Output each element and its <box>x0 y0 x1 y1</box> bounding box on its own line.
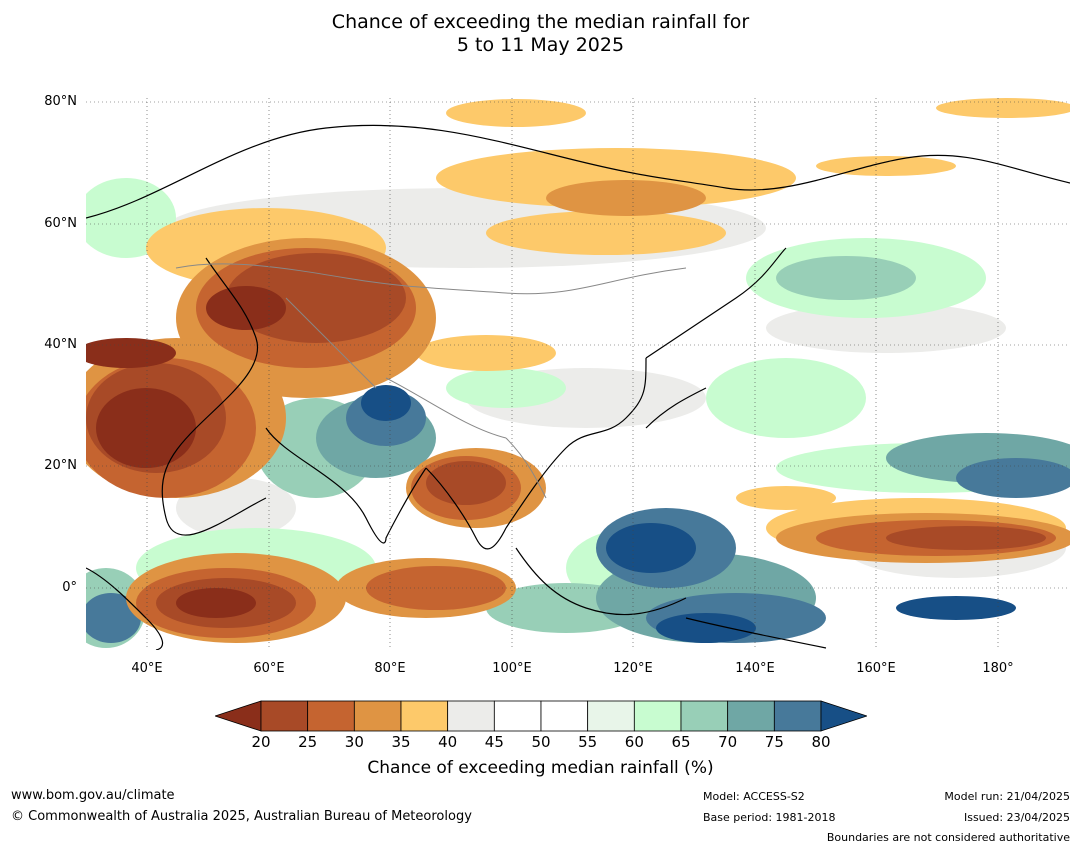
colorbar-label: Chance of exceeding median rainfall (%) <box>367 758 714 778</box>
colorbar-tick-label: 60 <box>624 733 644 751</box>
colorbar-tick-label: 75 <box>764 733 784 751</box>
model-run-text: Model run: 21/04/2025 <box>944 790 1070 803</box>
colorbar-segment <box>260 700 309 732</box>
disclaimer-text: Boundaries are not considered authoritat… <box>826 831 1070 844</box>
lon-label-80e: 80°E <box>374 661 406 676</box>
colorbar-tick-label: 70 <box>718 733 738 751</box>
colorbar-tick-label: 30 <box>344 733 364 751</box>
chart-title-line2: 5 to 11 May 2025 <box>456 34 625 56</box>
colorbar-tick-label: 45 <box>484 733 504 751</box>
coastlines <box>86 124 1070 650</box>
country-boundaries <box>175 263 687 499</box>
probability-fields <box>86 98 1070 648</box>
colorbar-tick-label: 80 <box>811 733 831 751</box>
colorbar-under-triangle <box>215 700 262 732</box>
website-link[interactable]: www.bom.gov.au/climate <box>11 788 175 803</box>
colorbar-segment <box>307 700 355 732</box>
lon-label-60e: 60°E <box>253 661 285 676</box>
lon-label-120e: 120°E <box>613 661 653 676</box>
colorbar-segment <box>773 700 822 732</box>
colorbar-tick-label: 20 <box>251 733 271 751</box>
lat-label-40n: 40°N <box>44 337 77 352</box>
lat-label-20n: 20°N <box>44 458 77 473</box>
colorbar-segment <box>633 700 682 732</box>
lon-label-100e: 100°E <box>492 661 532 676</box>
chart-title-line1: Chance of exceeding the median rainfall … <box>331 11 750 33</box>
colorbar-segment <box>353 700 402 732</box>
colorbar-segment <box>400 700 449 732</box>
colorbar-tick-label: 40 <box>438 733 458 751</box>
lat-label-0: 0° <box>62 580 77 595</box>
colorbar-over-triangle <box>820 700 867 732</box>
lon-label-40e: 40°E <box>131 661 163 676</box>
colorbar-segment <box>447 700 495 732</box>
colorbar-segment <box>727 700 775 732</box>
lon-label-180: 180° <box>982 661 1014 676</box>
colorbar-tick-label: 50 <box>531 733 551 751</box>
lat-label-80n: 80°N <box>44 94 77 109</box>
colorbar-tick-label: 65 <box>671 733 691 751</box>
lat-label-60n: 60°N <box>44 216 77 231</box>
colorbar-segment <box>540 700 589 732</box>
lon-label-160e: 160°E <box>856 661 896 676</box>
colorbar-segment <box>680 700 729 732</box>
colorbar-segment <box>493 700 542 732</box>
colorbar-tick-label: 55 <box>578 733 598 751</box>
colorbar-segment <box>587 700 635 732</box>
model-text: Model: ACCESS-S2 <box>703 790 805 803</box>
graticule <box>86 98 1070 650</box>
lon-label-140e: 140°E <box>735 661 775 676</box>
issued-text: Issued: 23/04/2025 <box>963 811 1070 824</box>
base-period-text: Base period: 1981-2018 <box>703 811 836 824</box>
colorbar <box>215 700 867 732</box>
copyright-text: © Commonwealth of Australia 2025, Austra… <box>11 809 472 824</box>
colorbar-tick-label: 35 <box>391 733 411 751</box>
rainfall-map <box>86 98 1070 650</box>
colorbar-tick-label: 25 <box>298 733 318 751</box>
